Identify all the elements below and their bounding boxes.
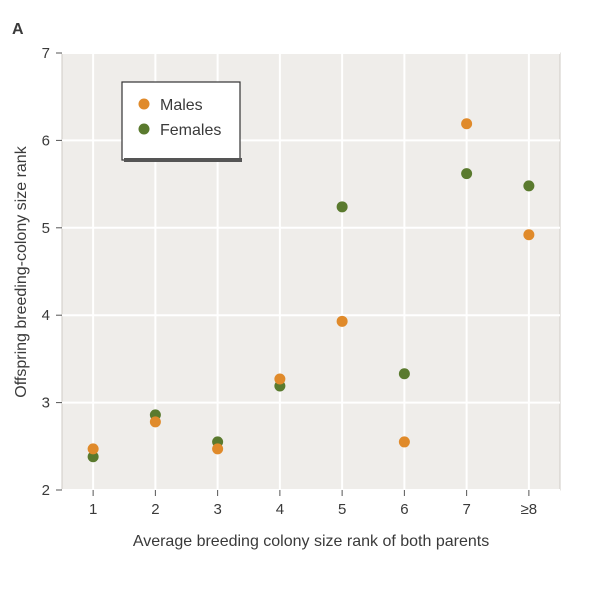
legend-males-marker: [138, 98, 150, 110]
y-axis-ticks: 2 3 4 5 6 7: [42, 45, 62, 499]
legend-females-label: Females: [160, 122, 221, 139]
females-point: [398, 368, 410, 380]
x-tick-label: 5: [338, 501, 346, 518]
females-point: [461, 168, 473, 180]
females-point: [87, 451, 99, 463]
legend-box: [121, 81, 241, 161]
y-tick-label: 3: [42, 395, 50, 412]
y-axis-label: Offspring breeding-colony size rank: [13, 145, 30, 397]
males-point: [336, 315, 348, 327]
x-tick-label: 7: [462, 501, 470, 518]
legend-females-marker: [138, 123, 150, 135]
y-tick-label: 4: [42, 307, 50, 324]
males-point: [212, 443, 224, 455]
males-point: [149, 416, 161, 428]
legend-males-label: Males: [160, 97, 203, 114]
panel-label: A: [12, 21, 24, 38]
males-point: [274, 373, 286, 385]
y-tick-label: 5: [42, 220, 50, 237]
males-point: [523, 229, 535, 241]
males-point: [461, 118, 473, 130]
x-tick-label: 1: [89, 501, 97, 518]
x-axis-ticks: 1 2 3 4 5 6 7 ≥8: [89, 490, 537, 518]
y-tick-label: 2: [42, 482, 50, 499]
females-point: [336, 201, 348, 213]
x-tick-label: 2: [151, 501, 159, 518]
males-point: [398, 436, 410, 448]
legend: Males Females: [121, 81, 242, 162]
y-tick-label: 6: [42, 132, 50, 149]
females-point: [523, 180, 535, 192]
males-point: [87, 443, 99, 455]
data-points: [87, 118, 535, 463]
x-tick-label: ≥8: [521, 501, 538, 518]
y-tick-label: 7: [42, 45, 50, 62]
x-tick-label: 4: [276, 501, 284, 518]
x-tick-label: 6: [400, 501, 408, 518]
legend-shadow: [124, 158, 242, 162]
x-axis-label: Average breeding colony size rank of bot…: [133, 533, 489, 550]
x-tick-label: 3: [213, 501, 221, 518]
